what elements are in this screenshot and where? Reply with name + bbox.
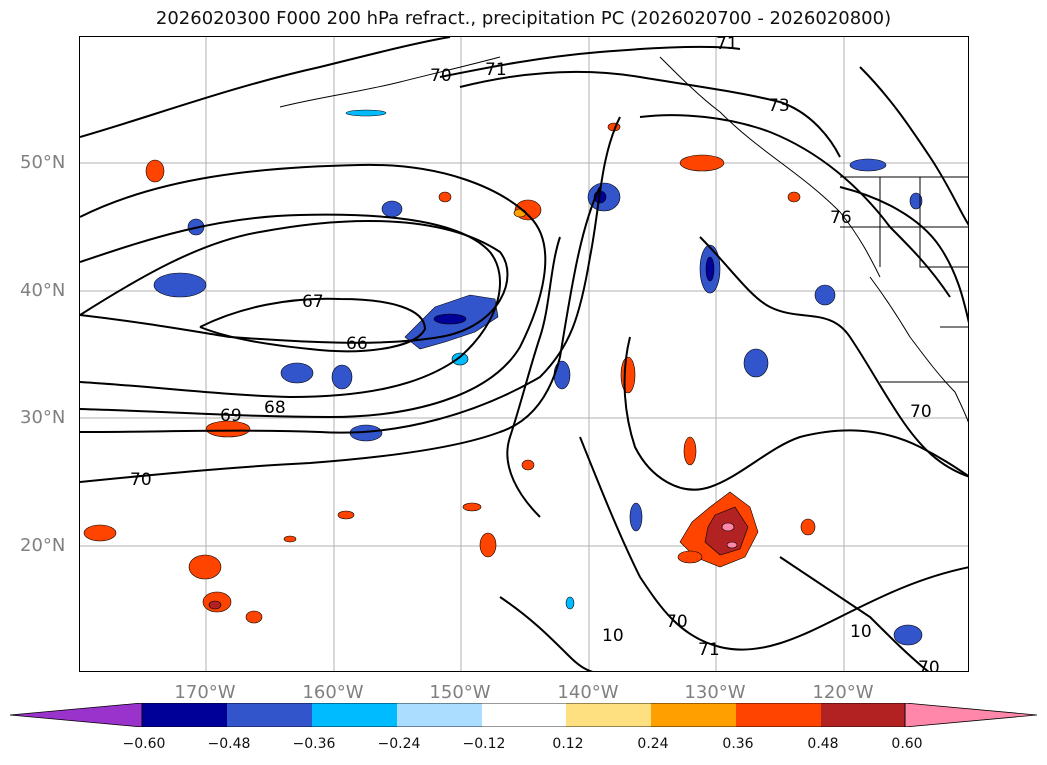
contour-label: 68 [264, 398, 286, 418]
colorbar-tick-label: 0.60 [891, 736, 923, 752]
contour-label: 66 [346, 334, 368, 354]
coastlines [279, 56, 968, 423]
lon-label: 140°W [557, 682, 619, 703]
contour-label: 70 [910, 402, 932, 422]
colorbar-segment [142, 703, 227, 727]
contour-label: 70 [666, 612, 688, 632]
lon-label: 160°W [302, 682, 364, 703]
contour-label: 70 [130, 470, 152, 490]
colorbar [10, 703, 1037, 727]
lat-label: 40°N [20, 280, 66, 301]
colorbar-tick-label: 0.24 [637, 736, 669, 752]
map-canvas: 71 70 71 73 76 67 66 68 69 70 70 10 71 7… [80, 37, 968, 672]
colorbar-segment [651, 703, 736, 727]
map-title: 2026020300 F000 200 hPa refract., precip… [155, 8, 892, 29]
lat-label: 20°N [20, 535, 66, 556]
map-panel: 71 70 71 73 76 67 66 68 69 70 70 10 71 7… [79, 36, 969, 672]
colorbar-segment [312, 703, 397, 727]
colorbar-tick-label: −0.48 [207, 736, 251, 752]
contour-label: 70 [918, 658, 940, 672]
colorbar-tick-label: −0.24 [377, 736, 421, 752]
colorbar-tick-label: −0.60 [122, 736, 166, 752]
contour-label: 76 [830, 208, 852, 228]
colorbar-tick-label: 0.36 [722, 736, 754, 752]
contour-label: 73 [768, 96, 790, 116]
precip-positive-patches [83, 122, 816, 624]
colorbar-extend-high [904, 703, 1037, 727]
colorbar-tick-label: 0.48 [807, 736, 839, 752]
colorbar-segment [227, 703, 312, 727]
refractivity-contours [80, 37, 968, 671]
contour-label: 69 [220, 406, 242, 426]
colorbar-tick-label: 0.12 [552, 736, 584, 752]
colorbar-segment [736, 703, 821, 727]
colorbar-segment [566, 703, 651, 727]
lon-label: 150°W [429, 682, 491, 703]
precip-negative-patches [153, 109, 923, 646]
contour-labels: 71 70 71 73 76 67 66 68 69 70 70 10 71 7… [130, 37, 940, 672]
contour-label: 70 [430, 66, 452, 86]
contour-label: 10 [602, 626, 624, 646]
lon-label: 120°W [812, 682, 874, 703]
lon-label: 130°W [684, 682, 746, 703]
contour-label: 71 [698, 640, 720, 660]
lon-label: 170°W [174, 682, 236, 703]
contour-label: 67 [302, 292, 324, 312]
colorbar-segment [821, 703, 905, 727]
colorbar-segment [397, 703, 482, 727]
colorbar-tick-label: −0.36 [292, 736, 336, 752]
lat-label: 50°N [20, 152, 66, 173]
graticule [80, 37, 968, 671]
contour-label: 71 [716, 37, 738, 54]
colorbar-segment [482, 703, 566, 727]
colorbar-tick-label: −0.12 [462, 736, 506, 752]
contour-label: 71 [485, 60, 507, 80]
colorbar-extend-low [10, 703, 143, 727]
lat-label: 30°N [20, 407, 66, 428]
contour-label: 10 [850, 622, 872, 642]
